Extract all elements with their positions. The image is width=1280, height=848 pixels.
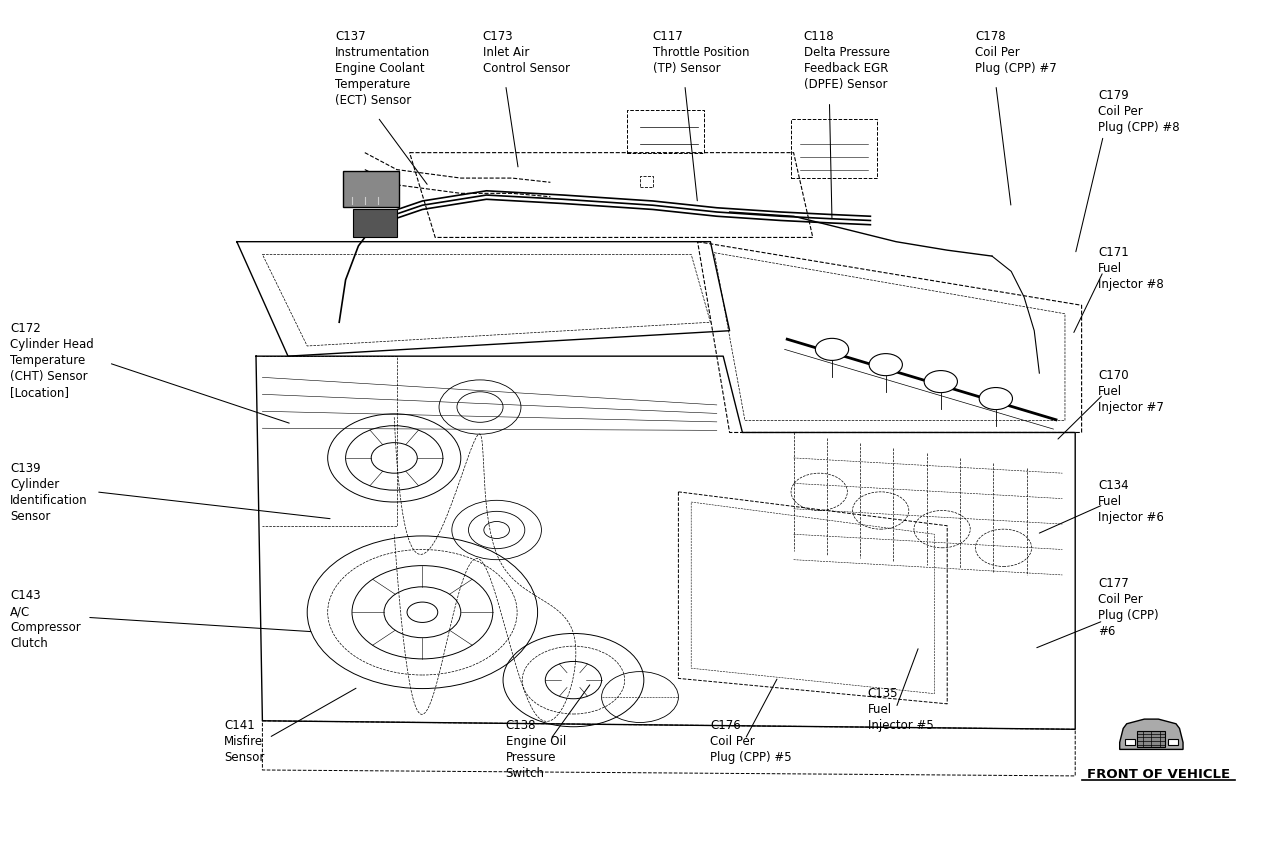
Text: C171
Fuel
Injector #8: C171 Fuel Injector #8 — [1098, 246, 1164, 291]
Circle shape — [924, 371, 957, 393]
Text: C177
Coil Per
Plug (CPP)
#6: C177 Coil Per Plug (CPP) #6 — [1098, 577, 1158, 638]
Circle shape — [869, 354, 902, 376]
Text: C172
Cylinder Head
Temperature
(CHT) Sensor
[Location]: C172 Cylinder Head Temperature (CHT) Sen… — [10, 322, 93, 399]
Text: C117
Throttle Position
(TP) Sensor: C117 Throttle Position (TP) Sensor — [653, 30, 749, 75]
Text: C173
Inlet Air
Control Sensor: C173 Inlet Air Control Sensor — [483, 30, 570, 75]
Text: C143
A/C
Compressor
Clutch: C143 A/C Compressor Clutch — [10, 589, 81, 650]
Text: C178
Coil Per
Plug (CPP) #7: C178 Coil Per Plug (CPP) #7 — [975, 30, 1057, 75]
Text: C176
Coil Per
Plug (CPP) #5: C176 Coil Per Plug (CPP) #5 — [710, 719, 792, 764]
Text: C137
Instrumentation
Engine Coolant
Temperature
(ECT) Sensor: C137 Instrumentation Engine Coolant Temp… — [335, 30, 430, 107]
Text: C139
Cylinder
Identification
Sensor: C139 Cylinder Identification Sensor — [10, 462, 88, 523]
FancyBboxPatch shape — [343, 171, 399, 207]
Circle shape — [815, 338, 849, 360]
Text: FRONT OF VEHICLE: FRONT OF VEHICLE — [1087, 768, 1230, 781]
Circle shape — [979, 388, 1012, 410]
Text: C138
Engine Oil
Pressure
Switch: C138 Engine Oil Pressure Switch — [506, 719, 566, 780]
Text: C179
Coil Per
Plug (CPP) #8: C179 Coil Per Plug (CPP) #8 — [1098, 89, 1180, 134]
Text: C170
Fuel
Injector #7: C170 Fuel Injector #7 — [1098, 369, 1164, 414]
Text: C135
Fuel
Injector #5: C135 Fuel Injector #5 — [868, 687, 933, 732]
Text: C141
Misfire
Sensor: C141 Misfire Sensor — [224, 719, 265, 764]
FancyBboxPatch shape — [353, 209, 397, 237]
Text: C118
Delta Pressure
Feedback EGR
(DPFE) Sensor: C118 Delta Pressure Feedback EGR (DPFE) … — [804, 30, 890, 91]
Text: C134
Fuel
Injector #6: C134 Fuel Injector #6 — [1098, 479, 1164, 524]
